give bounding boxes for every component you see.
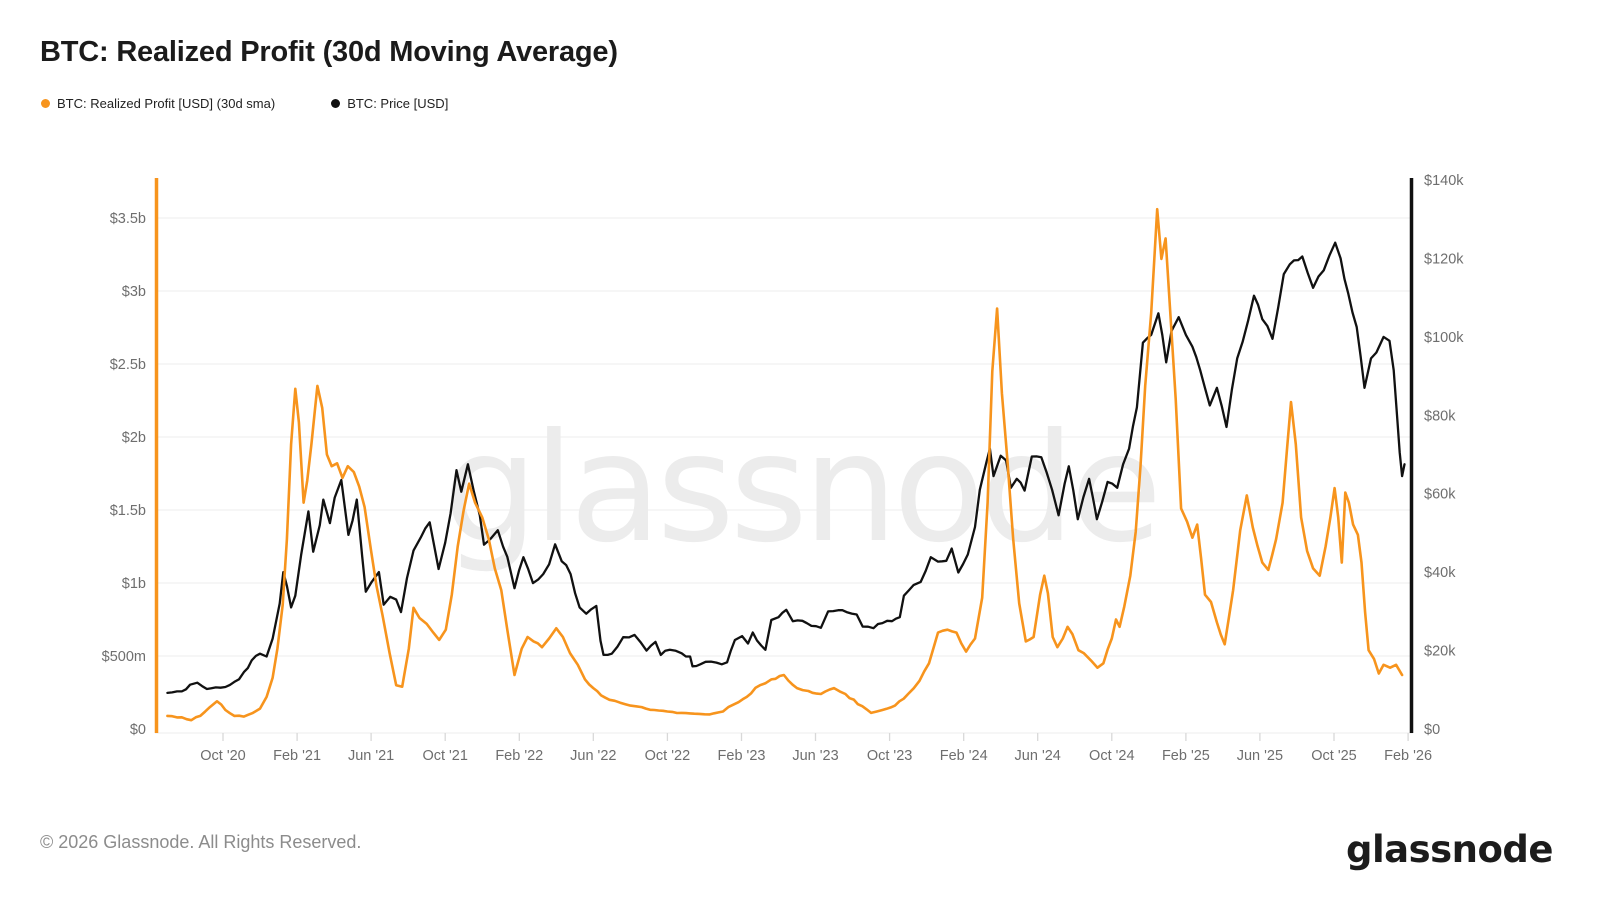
x-axis-label: Feb '23 bbox=[718, 748, 766, 764]
legend-dot-price-icon bbox=[331, 99, 341, 108]
x-axis-label: Jun '22 bbox=[570, 748, 616, 764]
y-axis-left-label: $0 bbox=[130, 722, 146, 738]
x-axis-label: Oct '25 bbox=[1311, 748, 1356, 764]
x-axis-label: Feb '21 bbox=[273, 748, 321, 764]
y-axis-left-label: $1.5b bbox=[110, 503, 146, 519]
legend-item-price: BTC: Price [USD] bbox=[331, 96, 448, 111]
x-axis-label: Feb '26 bbox=[1384, 748, 1432, 764]
y-axis-right-label: $120k bbox=[1424, 251, 1464, 267]
x-axis-label: Jun '23 bbox=[792, 748, 838, 764]
legend: BTC: Realized Profit [USD] (30d sma) BTC… bbox=[41, 96, 504, 111]
y-axis-right-label: $0 bbox=[1424, 722, 1440, 738]
y-axis-right-label: $40k bbox=[1424, 565, 1456, 581]
x-axis-label: Oct '22 bbox=[645, 748, 690, 764]
y-axis-right-label: $60k bbox=[1424, 487, 1456, 503]
legend-label-realized-profit: BTC: Realized Profit [USD] (30d sma) bbox=[57, 96, 276, 111]
chart-title: BTC: Realized Profit (30d Moving Average… bbox=[40, 36, 618, 68]
x-axis-label: Oct '24 bbox=[1089, 748, 1134, 764]
y-axis-left-label: $1b bbox=[122, 576, 146, 592]
x-axis-label: Feb '24 bbox=[940, 748, 988, 764]
y-axis-right-label: $20k bbox=[1424, 644, 1456, 660]
x-axis-label: Oct '20 bbox=[200, 748, 245, 764]
y-axis-left-label: $3b bbox=[122, 284, 146, 300]
glassnode-watermark: glassnode bbox=[443, 402, 1157, 576]
y-axis-right-label: $100k bbox=[1424, 330, 1464, 346]
x-axis-label: Feb '22 bbox=[495, 748, 543, 764]
y-axis-left-label: $2b bbox=[122, 430, 146, 446]
series-price-line bbox=[166, 241, 1406, 695]
chart-plot-area[interactable]: glassnode Oct '20 Feb '21 Jun '21 Oct '21 Feb… bbox=[0, 0, 1600, 800]
series-realized-profit-line bbox=[166, 207, 1404, 722]
y-axis-left-label: $500m bbox=[102, 649, 146, 665]
x-axis-label: Oct '21 bbox=[422, 748, 467, 764]
y-axis-right-label: $80k bbox=[1424, 408, 1456, 424]
glassnode-logo: glassnode bbox=[1345, 828, 1554, 871]
y-axis-left-label: $3.5b bbox=[110, 211, 146, 227]
legend-dot-realized-profit-icon bbox=[41, 99, 50, 108]
x-axis-label: Jun '25 bbox=[1237, 748, 1283, 764]
footer-copyright: © 2026 Glassnode. All Rights Reserved. bbox=[40, 832, 362, 852]
legend-label-price: BTC: Price [USD] bbox=[347, 96, 449, 111]
y-axis-left-label: $2.5b bbox=[110, 357, 146, 373]
x-axis-label: Jun '21 bbox=[348, 748, 394, 764]
y-axis-right-label: $140k bbox=[1424, 173, 1464, 189]
x-axis-label: Jun '24 bbox=[1015, 748, 1061, 764]
x-axis-label: Oct '23 bbox=[867, 748, 912, 764]
x-axis-label: Feb '25 bbox=[1162, 748, 1210, 764]
legend-item-realized-profit: BTC: Realized Profit [USD] (30d sma) bbox=[41, 96, 275, 111]
